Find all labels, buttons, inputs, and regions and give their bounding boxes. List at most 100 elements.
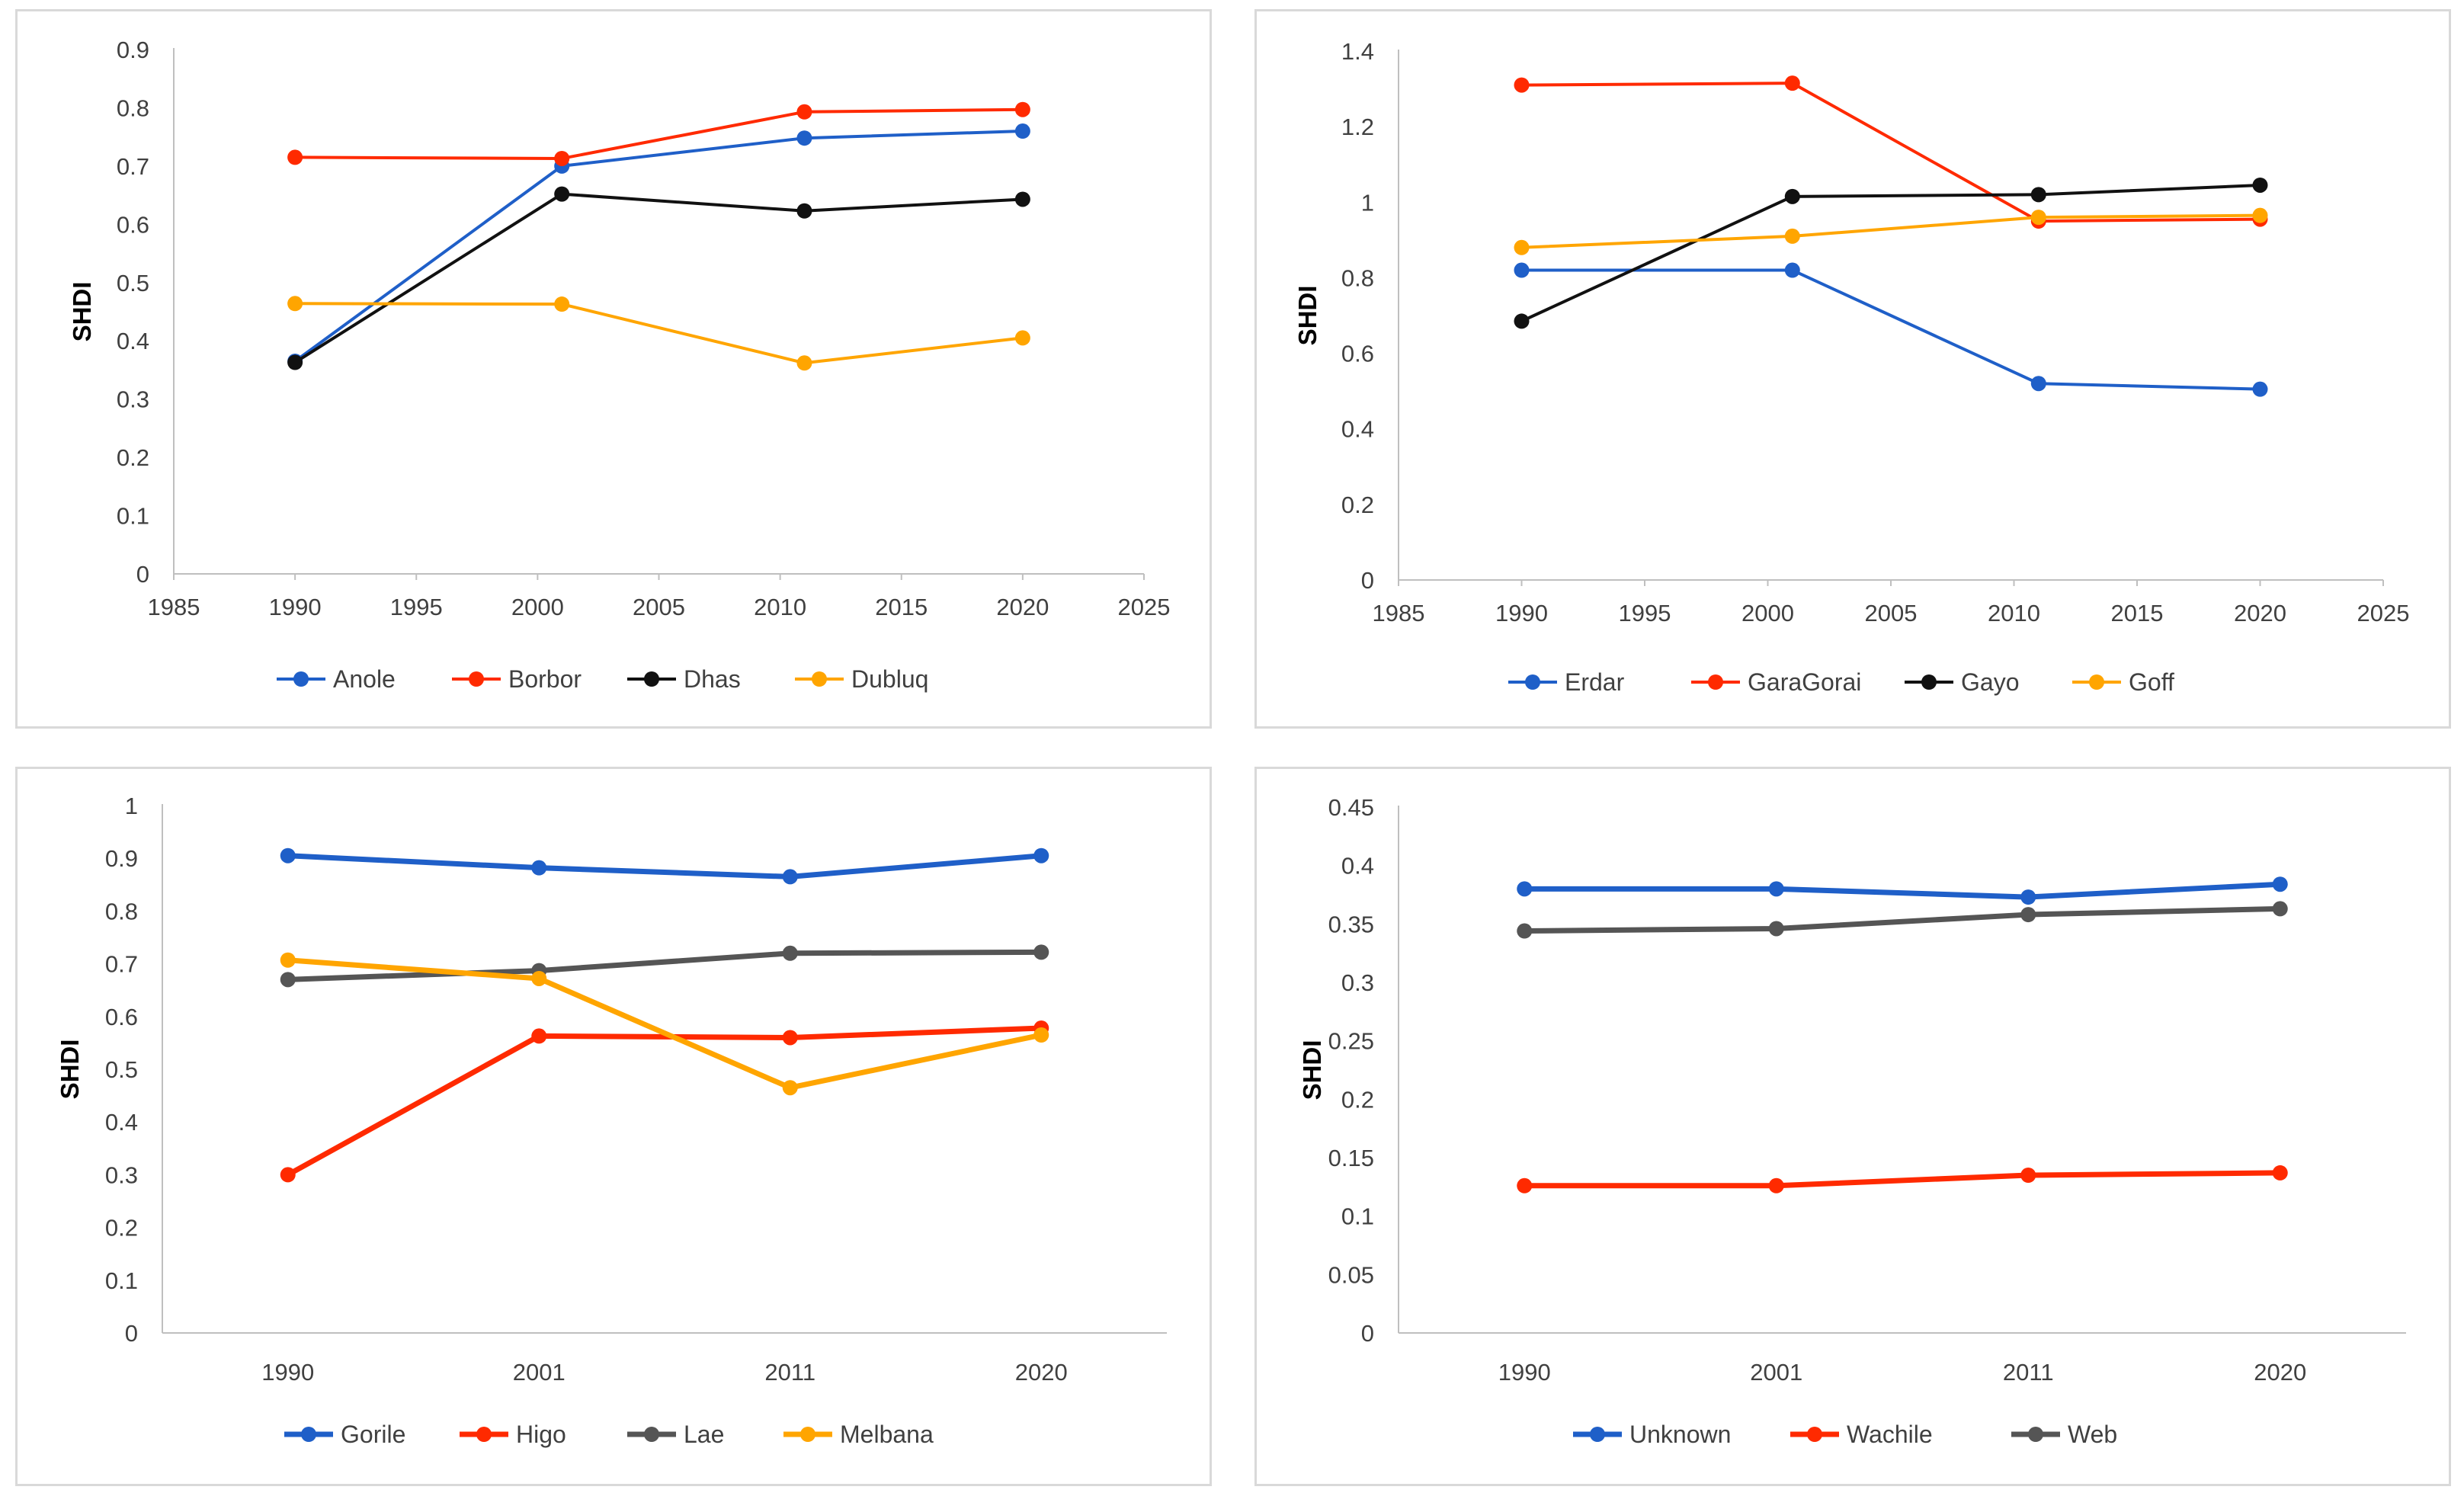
- x-tick-label: 2010: [754, 594, 806, 620]
- x-tick-label: 1995: [390, 594, 443, 620]
- x-tick-label: 2020: [996, 594, 1049, 620]
- data-point-erdar: [2030, 376, 2046, 392]
- data-point-web: [2020, 907, 2036, 923]
- y-tick-label: 0.3: [117, 386, 149, 413]
- y-tick-label: 0.3: [1341, 969, 1374, 996]
- legend-label: Dubluq: [851, 665, 928, 693]
- data-point-wachile: [2020, 1168, 2036, 1183]
- legend-swatch-marker: [1590, 1427, 1605, 1442]
- x-tick-label: 2001: [1750, 1359, 1802, 1386]
- data-point-garagorai: [1784, 75, 1800, 91]
- legend-label: Erdar: [1565, 668, 1625, 696]
- series-line-lae: [287, 949, 1042, 982]
- data-point-goff: [1514, 239, 1530, 255]
- y-tick-label: 0.7: [105, 951, 138, 978]
- legend-swatch-marker: [2028, 1427, 2043, 1442]
- legend-label: Dhas: [684, 665, 741, 693]
- chart-top-right: 0 0.2 0.4 0.6 0.8 1 1.2 1.4 1985 1990 1995 2000 2005…: [1293, 38, 2410, 696]
- y-tick-label: 0.45: [1328, 794, 1374, 821]
- data-point-goff: [2252, 207, 2268, 223]
- legend-label: Goff: [2129, 668, 2174, 696]
- x-tick-label: 2020: [1015, 1359, 1068, 1386]
- data-point-melbana: [280, 952, 296, 968]
- y-axis-label: SHDI: [1298, 1040, 1326, 1101]
- legend-swatch-marker: [293, 671, 309, 687]
- y-tick-label: 0.25: [1328, 1028, 1374, 1055]
- series-line-erdar: [1521, 268, 2261, 391]
- legend-label: Melbana: [840, 1421, 934, 1448]
- data-point-dhas: [1014, 191, 1030, 207]
- chart-panel-bottom-right: 0 0.05 0.1 0.15 0.2 0.25 0.3 0.35 0.4 0.45 1990 200…: [1254, 767, 2451, 1486]
- y-tick-label: 0.4: [117, 328, 149, 354]
- y-tick-label: 0.8: [117, 95, 149, 121]
- chart-panel-top-right: 0 0.2 0.4 0.6 0.8 1 1.2 1.4 1985 1990 1995 2000 2005…: [1254, 9, 2451, 729]
- data-point-anole: [1014, 123, 1030, 139]
- series-line-web: [1524, 905, 2280, 934]
- legend-label: Anole: [333, 665, 396, 693]
- y-tick-label: 0.3: [105, 1161, 138, 1188]
- y-tick-label: 1.2: [1341, 114, 1374, 140]
- data-point-dhas: [287, 354, 303, 370]
- legend-swatch-marker: [800, 1427, 815, 1442]
- series-line-unknown: [1524, 881, 2280, 900]
- data-point-anole: [796, 130, 812, 146]
- y-tick-label: 0.2: [117, 444, 149, 471]
- x-tick-label: 2000: [1741, 600, 1794, 626]
- y-tick-label: 0.7: [117, 153, 149, 180]
- chart-bottom-left: 0 0.1 0.2 0.3 0.4 0.5 0.6 0.7 0.8 0.9 1 1990 2001 201…: [56, 793, 1167, 1448]
- data-point-unknown: [1517, 881, 1533, 897]
- data-point-wachile: [2272, 1165, 2288, 1181]
- data-point-lae: [1033, 944, 1049, 960]
- data-point-web: [1768, 921, 1784, 937]
- x-tick-label: 1990: [1498, 1359, 1551, 1386]
- chart-panel-top-left: 0 0.1 0.2 0.3 0.4 0.5 0.6 0.7 0.8 0.9 1985 1990 1995…: [15, 9, 1212, 729]
- data-point-dubluq: [287, 296, 303, 312]
- legend-label: Borbor: [508, 665, 582, 693]
- y-tick-label: 0: [125, 1320, 138, 1347]
- legend-label: GaraGorai: [1748, 668, 1861, 696]
- legend-swatch-marker: [644, 671, 659, 687]
- x-tick-label: 1990: [269, 594, 322, 620]
- data-point-goff: [2030, 210, 2046, 226]
- series-line-anole: [293, 130, 1023, 363]
- data-point-goff: [1784, 228, 1800, 244]
- legend-label: Gorile: [341, 1421, 405, 1448]
- data-point-erdar: [2252, 381, 2268, 397]
- legend-swatch-marker: [476, 1427, 492, 1442]
- x-tick-label: 2015: [2111, 600, 2164, 626]
- x-tick-label: 2020: [2234, 600, 2286, 626]
- series-line-gorile: [287, 853, 1042, 879]
- y-tick-label: 0.05: [1328, 1261, 1374, 1288]
- series-line-goff: [1521, 213, 2261, 249]
- x-tick-label: 1985: [1373, 600, 1425, 626]
- data-point-gorile: [1033, 847, 1049, 863]
- series-line-melbana: [287, 957, 1042, 1091]
- y-tick-label: 1: [1361, 189, 1374, 216]
- series-line-garagorai: [1521, 82, 2261, 223]
- y-axis-label: SHDI: [68, 282, 96, 342]
- legend-swatch-marker: [1807, 1427, 1822, 1442]
- y-tick-label: 0.1: [117, 503, 149, 530]
- legend-label: Unknown: [1629, 1421, 1731, 1448]
- data-point-gayo: [2252, 177, 2268, 193]
- legend-swatch-marker: [1525, 674, 1540, 690]
- x-tick-label: 1990: [1495, 600, 1548, 626]
- data-point-web: [1517, 923, 1533, 939]
- chart-panel-bottom-left: 0 0.1 0.2 0.3 0.4 0.5 0.6 0.7 0.8 0.9 1 1990 2001 201…: [15, 767, 1212, 1486]
- y-axis-label: SHDI: [1293, 286, 1322, 346]
- data-point-higo: [280, 1167, 296, 1183]
- x-tick-label: 2011: [764, 1359, 815, 1386]
- x-tick-label: 2025: [2357, 600, 2410, 626]
- x-tick-label: 2011: [2003, 1359, 2054, 1386]
- series-line-wachile: [1524, 1170, 2280, 1189]
- y-tick-label: 0.4: [105, 1109, 138, 1136]
- y-tick-label: 0.2: [1341, 492, 1374, 518]
- data-point-higo: [531, 1028, 547, 1044]
- data-point-gayo: [1784, 188, 1800, 204]
- data-point-borbor: [796, 104, 812, 120]
- data-point-higo: [782, 1030, 798, 1046]
- data-point-garagorai: [1514, 77, 1530, 93]
- data-point-melbana: [531, 970, 547, 986]
- y-tick-label: 1: [125, 793, 138, 819]
- legend-label: Wachile: [1847, 1421, 1933, 1448]
